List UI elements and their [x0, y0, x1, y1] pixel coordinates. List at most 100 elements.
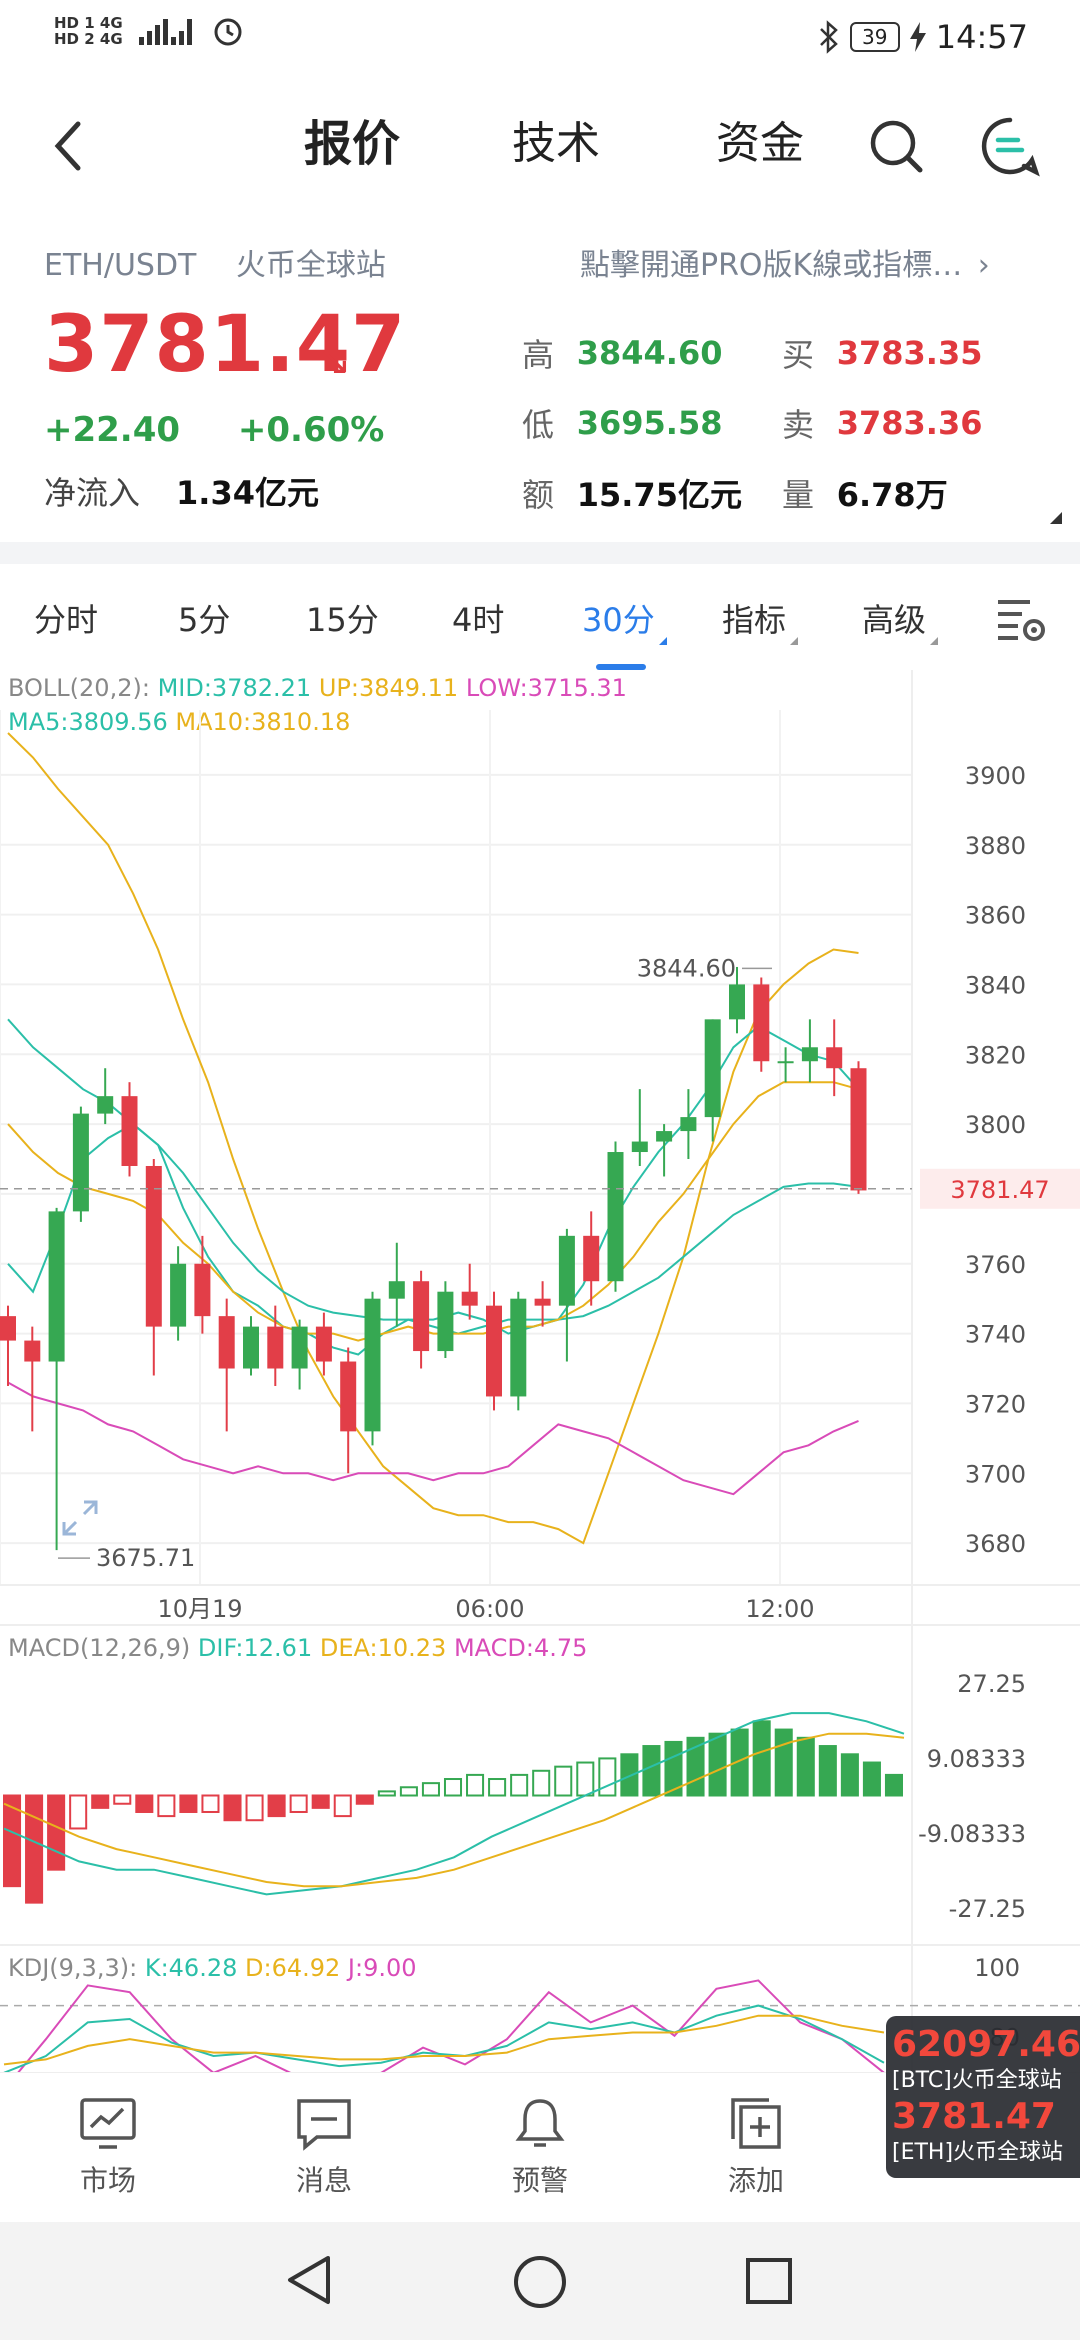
y-tick-label: 3820	[965, 1041, 1026, 1069]
candle	[631, 1089, 648, 1166]
candle-body	[388, 1281, 405, 1299]
macd-bar	[113, 1794, 132, 1805]
macd-dif: DIF:12.61	[197, 1634, 313, 1662]
nav-market[interactable]: 市场	[38, 2097, 178, 2199]
candle	[607, 1141, 624, 1292]
low-annotation: 3675.71	[96, 1544, 195, 1572]
macd-tick-label: -9.08333	[918, 1820, 1026, 1848]
stat-low-value: 3695.58	[576, 404, 723, 442]
floating-ticker[interactable]: 62097.46 [BTC]火币全球站 3781.47 [ETH]火币全球站	[886, 2016, 1080, 2178]
pro-upgrade-link[interactable]: 點擊開通PRO版K線或指標… ›	[580, 240, 1040, 284]
nav-add[interactable]: 添加	[686, 2097, 826, 2199]
macd-bar	[91, 1794, 110, 1809]
candle	[145, 1159, 162, 1376]
nav-messages[interactable]: 消息	[254, 2097, 394, 2199]
ma10-line	[7, 1081, 859, 1342]
last-price-label: 3781.47	[950, 1176, 1049, 1204]
candle-body	[97, 1096, 114, 1114]
candle-body	[413, 1281, 430, 1352]
period-tab-15m[interactable]: 15分	[306, 601, 379, 639]
period-tab-4h[interactable]: 4时	[452, 601, 505, 639]
macd-bar	[311, 1794, 330, 1809]
candle	[801, 1019, 818, 1083]
macd-bar	[135, 1794, 154, 1813]
macd-bar	[488, 1778, 507, 1797]
macd-bar	[333, 1794, 352, 1818]
period-tab-5m[interactable]: 5分	[178, 601, 231, 639]
period-30m-label: 30分	[582, 601, 655, 639]
candle	[753, 977, 770, 1072]
period-tab-indicator[interactable]: 指标	[722, 595, 799, 645]
macd-value: MACD:4.75	[453, 1634, 588, 1662]
y-tick-label: 3860	[965, 902, 1026, 930]
candle	[826, 1019, 843, 1097]
y-tick-label: 3680	[965, 1530, 1026, 1558]
indicator-label: 指标	[722, 601, 787, 639]
dropdown-corner-icon	[930, 637, 939, 645]
home-circle-icon[interactable]	[512, 2254, 568, 2310]
back-triangle-icon[interactable]	[282, 2252, 336, 2308]
expand-chart-icon[interactable]	[58, 1496, 102, 1540]
boll-mid-line	[7, 1018, 859, 1335]
y-tick-label: 3700	[965, 1460, 1026, 1488]
candle	[0, 1305, 16, 1386]
chat-icon[interactable]	[978, 114, 1042, 178]
candle	[364, 1291, 381, 1446]
candle	[558, 1228, 575, 1362]
eth-label: [ETH]火币全球站	[892, 2140, 1064, 2165]
stat-high-value: 3844.60	[576, 334, 723, 372]
tab-technical[interactable]: 技术	[512, 118, 600, 169]
back-icon[interactable]	[48, 118, 88, 174]
y-tick-label: 3760	[965, 1251, 1026, 1279]
eth-price: 3781.47	[892, 2096, 1056, 2137]
macd-bar	[47, 1794, 66, 1871]
macd-dea-line	[3, 1732, 905, 1888]
candle-body	[218, 1316, 235, 1369]
macd-bar	[201, 1794, 220, 1813]
candle-body	[826, 1047, 843, 1069]
nav-add-label: 添加	[727, 2164, 784, 2197]
tab-funds[interactable]: 资金	[716, 118, 804, 169]
candle	[680, 1089, 697, 1160]
expand-corner-icon[interactable]	[1050, 512, 1062, 524]
macd-bar	[708, 1732, 727, 1797]
stat-row-high: 高 3844.60 买 3783.35	[522, 318, 1042, 388]
recents-square-icon[interactable]	[744, 2256, 794, 2306]
nav-market-label: 市场	[79, 2164, 136, 2197]
nav-messages-label: 消息	[295, 2164, 352, 2197]
period-tab-timeshare[interactable]: 分时	[34, 601, 99, 639]
status-bar: HD 1 4G HD 2 4G 39 14:57	[0, 0, 1080, 70]
candle	[850, 1061, 867, 1194]
period-tab-advanced[interactable]: 高级	[862, 595, 939, 645]
candle	[704, 1019, 721, 1142]
macd-bar	[267, 1794, 286, 1818]
candle	[510, 1291, 527, 1411]
candle-body	[121, 1096, 138, 1166]
chart-settings-icon[interactable]	[996, 596, 1048, 646]
top-header: 报价 技术 资金	[0, 90, 1080, 200]
boll-low: LOW:3715.31	[465, 674, 627, 702]
kdj-tick-label: 100	[974, 1954, 1020, 1982]
macd-bar	[576, 1761, 595, 1797]
search-icon[interactable]	[866, 116, 926, 176]
candle-body	[753, 984, 770, 1062]
stat-volume-value: 6.78万	[836, 476, 948, 514]
boll-mid: MID:3782.21	[157, 674, 312, 702]
period-tab-30m[interactable]: 30分	[582, 595, 667, 645]
macd-bar	[840, 1753, 859, 1797]
candle	[437, 1281, 454, 1359]
battery-indicator: 39	[849, 22, 900, 52]
macd-bar	[532, 1769, 551, 1797]
boll-name: BOLL(20,2):	[8, 674, 150, 702]
chevron-right-icon: ›	[977, 248, 990, 283]
net-inflow-row: 净流入 1.34亿元	[44, 468, 319, 514]
candle	[486, 1291, 502, 1411]
candle-body	[48, 1211, 65, 1362]
candles	[0, 966, 867, 1551]
boll-lines	[7, 732, 860, 1545]
tab-quote[interactable]: 报价	[303, 116, 400, 172]
stat-turnover-value: 15.75亿元	[576, 476, 742, 514]
nav-alerts[interactable]: 预警	[470, 2097, 610, 2199]
arrow-down-right-icon: ↘	[318, 338, 352, 384]
macd-bar	[752, 1720, 771, 1797]
